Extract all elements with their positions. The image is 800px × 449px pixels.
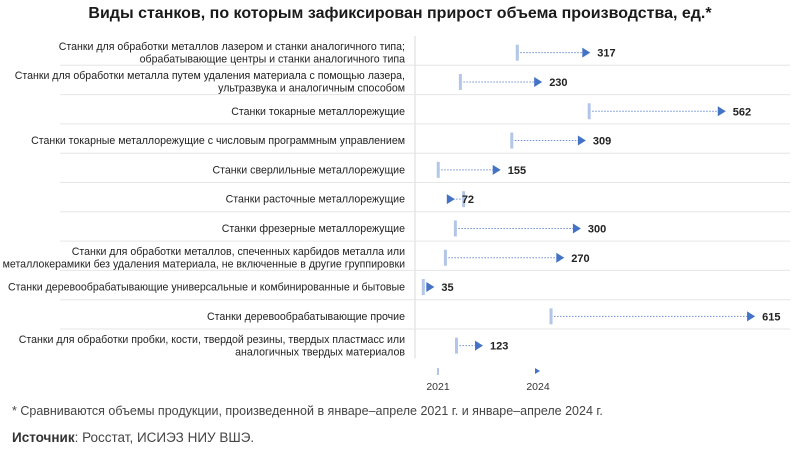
marker-2021 <box>443 249 447 266</box>
source-label: Источник <box>12 430 75 445</box>
data-label: 270 <box>571 253 589 265</box>
category-label: Станки для обработки металла путем удале… <box>15 70 405 82</box>
data-label: 35 <box>441 282 453 294</box>
marker-2024 <box>475 340 484 351</box>
marker-2021 <box>462 191 466 208</box>
category-label: Станки для обработки металлов лазером и … <box>59 41 405 53</box>
source-line: Источник: Росстат, ИСИЭЗ НИУ ВШЭ. <box>12 430 254 445</box>
category-label: обрабатывающие центры и станки аналогичн… <box>140 53 405 65</box>
source-text: : Росстат, ИСИЭЗ НИУ ВШЭ. <box>74 430 255 445</box>
marker-2021 <box>510 132 514 149</box>
marker-2021 <box>515 44 519 61</box>
category-label: Станки токарные металлорежущие <box>231 106 405 118</box>
legend-label-2024: 2024 <box>526 381 550 393</box>
data-label: 300 <box>588 223 606 235</box>
category-label: Станки для обработки металлов, спеченных… <box>72 246 405 258</box>
category-label: ультразвука и аналогичным способом <box>218 83 405 95</box>
marker-2021 <box>453 220 457 237</box>
data-label: 317 <box>597 48 615 60</box>
category-label: Станки расточные металлорежущие <box>226 194 406 206</box>
data-label: 155 <box>508 165 526 177</box>
data-label: 123 <box>490 341 508 353</box>
category-label: Станки деревообрабатывающие универсальны… <box>8 282 405 294</box>
footnote: * Сравниваются объемы продукции, произве… <box>12 404 603 418</box>
marker-2021 <box>587 103 591 120</box>
marker-2021 <box>421 279 425 296</box>
category-label: аналогичных твердых материалов <box>235 346 405 358</box>
legend-label-2021: 2021 <box>426 381 450 393</box>
marker-2024 <box>577 135 586 146</box>
marker-2021 <box>436 161 440 178</box>
data-label: 309 <box>593 136 611 148</box>
marker-2024 <box>717 106 726 117</box>
marker-2024 <box>747 311 756 322</box>
data-label: 230 <box>549 77 567 89</box>
marker-2021 <box>549 308 553 325</box>
category-label: Станки для обработки пробки, кости, твер… <box>19 334 405 346</box>
marker-2024 <box>534 76 543 87</box>
marker-2024 <box>556 252 565 263</box>
marker-2024 <box>492 164 501 175</box>
marker-2024 <box>582 47 591 58</box>
data-label: 615 <box>762 311 780 323</box>
category-label: Станки фрезерные металлорежущие <box>222 223 405 235</box>
marker-2024 <box>446 194 455 205</box>
category-label: Станки деревообрабатывающие прочие <box>207 311 405 323</box>
marker-2024 <box>426 282 435 293</box>
marker-2021 <box>458 73 462 90</box>
chart-area: Станки для обработки металлов лазером и … <box>3 36 790 393</box>
data-label: 562 <box>733 106 751 118</box>
legend-marker-2021 <box>437 368 439 375</box>
legend-marker-2024 <box>535 368 540 374</box>
data-label: 72 <box>462 194 474 206</box>
marker-2021 <box>454 337 458 354</box>
category-label: металлокерамики без удаления материала, … <box>3 259 405 271</box>
category-label: Станки токарные металлорежущие с числовы… <box>31 135 405 147</box>
chart-title: Виды станков, по которым зафиксирован пр… <box>88 5 712 22</box>
category-label: Станки сверлильные металлорежущие <box>213 164 406 176</box>
marker-2024 <box>572 223 581 234</box>
